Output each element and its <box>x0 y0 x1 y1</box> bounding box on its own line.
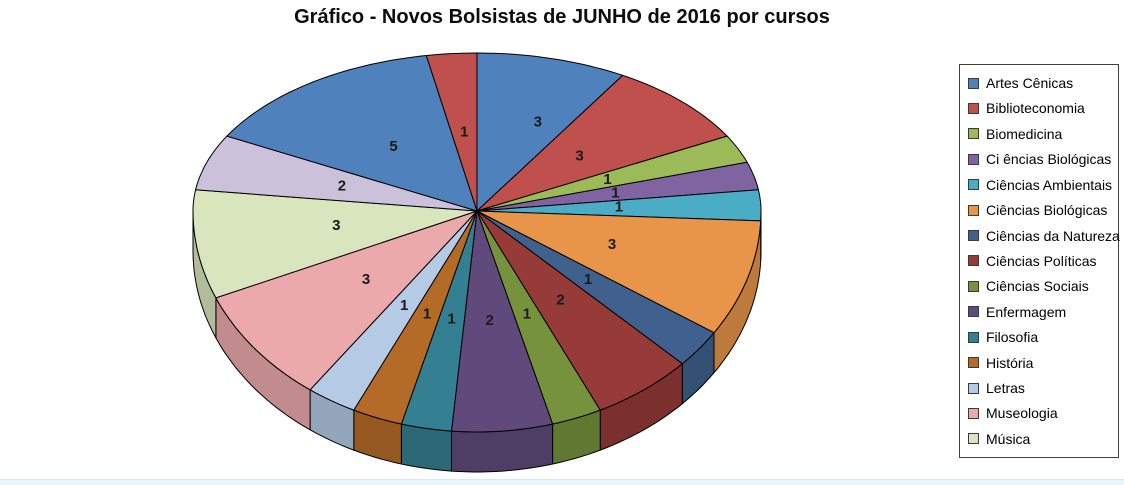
legend-item: Biomedicina <box>968 125 1116 143</box>
slice-value-label: 3 <box>362 271 370 288</box>
legend-label: Ciências Ambientais <box>986 176 1113 193</box>
legend-item: Ciências Políticas <box>968 252 1116 270</box>
slice-value-label: 3 <box>575 147 583 164</box>
slice-value-label: 1 <box>603 171 611 188</box>
pie-slice <box>476 74 728 212</box>
slice-value-label: 1 <box>447 311 455 328</box>
legend-swatch <box>968 128 979 140</box>
legend-swatch <box>968 407 979 419</box>
slice-value-label: 3 <box>608 236 616 253</box>
pie-slice <box>476 210 762 334</box>
slice-value-label: 1 <box>611 184 619 201</box>
legend-swatch <box>968 102 979 114</box>
legend-swatch <box>968 331 979 343</box>
legend-item: Letras <box>968 379 1116 397</box>
slice-value-label: 2 <box>486 312 494 329</box>
legend-item: Artes Cênicas <box>968 74 1116 92</box>
pie-slice <box>476 210 715 365</box>
legend-swatch <box>968 204 979 216</box>
pie-slice <box>309 210 478 411</box>
pie-slice <box>215 210 478 391</box>
legend-swatch <box>968 357 979 369</box>
legend-label: Artes Cênicas <box>986 75 1074 91</box>
legend-item: Música <box>968 430 1116 448</box>
legend-swatch <box>968 280 979 292</box>
pie-slice <box>451 210 554 433</box>
legend-item: Filosofia <box>968 328 1116 346</box>
legend-swatch <box>968 255 979 267</box>
pie-slice-rim <box>400 423 452 472</box>
slice-value-label: 3 <box>534 114 542 131</box>
legend-item: Ciências da Natureza <box>968 227 1120 245</box>
pie-slice <box>476 52 624 212</box>
legend-label: História <box>986 354 1034 371</box>
pie-slice <box>353 210 478 425</box>
legend-item: Ciências Sociais <box>968 277 1116 295</box>
slice-value-label: 1 <box>423 305 431 322</box>
chart-legend: Artes Cênicas Biblioteconomia Biomedicina C… <box>959 64 1120 458</box>
slice-value-label: 1 <box>615 198 623 215</box>
pie-slice <box>192 189 478 299</box>
slice-value-label: 1 <box>400 297 408 314</box>
legend-swatch <box>968 153 979 165</box>
pie-slice <box>476 161 759 212</box>
legend-swatch <box>968 179 979 191</box>
legend-item: História <box>968 354 1116 372</box>
legend-swatch <box>968 433 979 445</box>
legend-label: Biomedicina <box>986 125 1063 142</box>
legend-item: Ciências Ambientais <box>968 176 1116 194</box>
legend-swatch <box>968 77 979 89</box>
legend-label: Letras <box>986 380 1025 397</box>
legend-label: Ciências Biológicas <box>986 202 1108 219</box>
legend-label: Música <box>986 430 1031 447</box>
legend-swatch <box>968 382 979 394</box>
slice-value-label: 1 <box>584 271 592 288</box>
legend-label: Ciências da Natureza <box>986 227 1120 244</box>
legend-label: Ci ências Biológicas <box>986 151 1112 168</box>
legend-label: Museologia <box>986 405 1058 422</box>
pie-slice <box>425 52 478 212</box>
legend-item: Biblioteconomia <box>968 99 1116 117</box>
chart-title: Gráfico - Novos Bolsistas de JUNHO de 20… <box>294 6 830 28</box>
legend-item: Ci ências Biológicas <box>968 150 1116 168</box>
pie-slice <box>476 135 748 212</box>
legend-item: Ciências Biológicas <box>968 201 1116 219</box>
legend-swatch <box>968 306 979 318</box>
legend-swatch <box>968 230 979 242</box>
slice-value-label: 2 <box>338 178 346 195</box>
pie-slice <box>476 210 601 425</box>
legend-label: Enfermagem <box>986 303 1067 320</box>
slice-value-label: 1 <box>523 305 531 322</box>
pie-slice <box>226 55 478 212</box>
slice-value-label: 5 <box>389 138 397 155</box>
legend-item: Museologia <box>968 404 1116 422</box>
slice-value-label: 3 <box>332 217 340 234</box>
pie-slice <box>195 135 478 212</box>
legend-item: Enfermagem <box>968 303 1116 321</box>
legend-label: Filosofia <box>986 329 1039 346</box>
slice-value-label: 1 <box>460 123 468 140</box>
legend-label: Biblioteconomia <box>986 100 1085 117</box>
window-edge <box>0 479 1124 485</box>
slice-value-label: 2 <box>556 291 564 308</box>
legend-label: Ciências Políticas <box>986 252 1097 269</box>
pie-slice <box>400 210 478 432</box>
legend-label: Ciências Sociais <box>986 278 1089 295</box>
pie-slice <box>476 210 683 411</box>
